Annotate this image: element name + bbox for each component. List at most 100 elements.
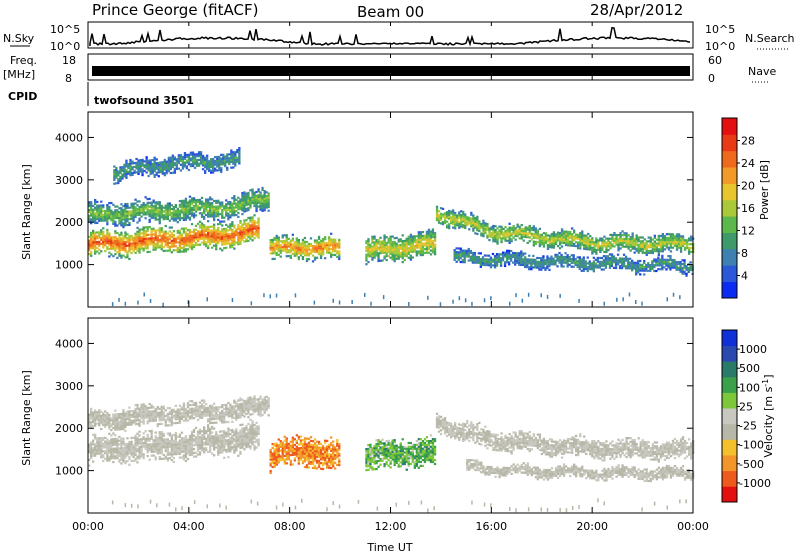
heatmap-cell xyxy=(188,234,192,237)
heatmap-cell xyxy=(606,257,610,260)
heatmap-cell xyxy=(548,259,551,262)
heatmap-cell xyxy=(120,462,123,465)
heatmap-cell xyxy=(188,242,192,245)
heatmap-cell xyxy=(150,241,153,244)
heatmap-cell xyxy=(182,203,186,206)
heatmap-cell xyxy=(221,212,224,215)
heatmap-cell xyxy=(151,166,154,169)
heatmap-cell xyxy=(200,439,204,442)
heatmap-cell xyxy=(124,462,127,465)
heatmap-cell xyxy=(241,225,244,228)
heatmap-cell xyxy=(293,248,296,251)
heatmap-cell xyxy=(203,206,206,209)
heatmap-cell xyxy=(503,263,507,266)
heatmap-cell xyxy=(532,260,535,263)
heatmap-cell xyxy=(175,158,178,161)
heatmap-cell xyxy=(587,242,590,245)
heatmap-cell xyxy=(550,240,554,243)
heatmap-cell xyxy=(441,221,445,224)
heatmap-cell xyxy=(536,237,539,240)
heatmap-cell xyxy=(435,211,439,214)
heatmap-cell xyxy=(371,237,374,240)
heatmap-cell xyxy=(122,441,125,444)
heatmap-cell xyxy=(635,240,638,243)
heatmap-cell xyxy=(669,264,672,267)
heatmap-cell xyxy=(367,249,370,252)
heatmap-cell xyxy=(681,263,684,266)
heatmap-cell xyxy=(439,218,443,221)
heatmap-cell xyxy=(265,204,268,207)
heatmap-cell xyxy=(403,239,406,242)
heatmap-cell xyxy=(205,245,208,248)
heatmap-cell xyxy=(178,215,182,218)
heatmap-cell xyxy=(231,197,234,200)
heatmap-cell xyxy=(237,231,240,234)
heatmap-cell xyxy=(169,162,172,165)
heatmap-cell xyxy=(122,248,125,251)
heatmap-cell xyxy=(190,234,194,237)
heatmap-cell xyxy=(130,216,133,219)
heatmap-cell xyxy=(685,272,688,275)
heatmap-cell xyxy=(133,165,136,168)
heatmap-cell xyxy=(229,208,232,211)
heatmap-cell xyxy=(181,161,185,164)
heatmap-cell xyxy=(581,234,584,237)
heatmap-cell xyxy=(102,459,105,462)
heatmap-cell xyxy=(163,160,166,163)
heatmap-cell xyxy=(593,250,596,253)
heatmap-cell xyxy=(421,250,425,253)
heatmap-cell xyxy=(471,251,474,255)
heatmap-cell xyxy=(150,211,153,214)
heatmap-cell xyxy=(574,258,577,261)
heatmap-cell xyxy=(534,240,537,243)
heatmap-cell xyxy=(237,237,240,240)
heatmap-cell xyxy=(176,235,179,238)
heatmap-cell xyxy=(150,429,153,432)
heatmap-cell xyxy=(115,174,118,177)
heatmap-cell xyxy=(178,237,182,240)
heatmap-cell xyxy=(471,301,473,306)
heatmap-cell xyxy=(192,438,196,441)
heatmap-cell xyxy=(365,255,368,258)
heatmap-cell xyxy=(625,239,628,243)
heatmap-cell xyxy=(562,230,566,233)
heatmap-cell xyxy=(142,232,145,235)
heatmap-cell xyxy=(96,200,99,203)
heatmap-cell xyxy=(677,233,681,236)
heatmap-cell xyxy=(210,169,213,172)
heatmap-cell xyxy=(683,259,686,262)
heatmap-cell xyxy=(369,249,372,252)
heatmap-cell xyxy=(369,245,372,248)
heatmap-cell xyxy=(597,246,600,250)
heatmap-cell xyxy=(311,254,315,257)
heatmap-cell xyxy=(579,234,582,237)
heatmap-cell xyxy=(220,167,223,170)
heatmap-cell xyxy=(661,244,664,247)
heatmap-cell xyxy=(136,221,139,224)
heatmap-cell xyxy=(409,248,412,252)
heatmap-cell xyxy=(285,237,288,241)
heatmap-cell xyxy=(385,236,388,239)
heatmap-cell xyxy=(106,242,109,245)
heatmap-cell xyxy=(461,249,464,252)
heatmap-cell xyxy=(142,241,145,244)
heatmap-cell xyxy=(496,227,499,230)
heatmap-cell xyxy=(192,238,196,241)
heatmap-cell xyxy=(194,206,198,209)
heatmap-cell xyxy=(621,237,624,241)
heatmap-cell xyxy=(209,437,212,440)
heatmap-cell xyxy=(257,190,260,193)
heatmap-cell xyxy=(128,210,131,213)
heatmap-cell xyxy=(498,229,501,232)
colorbar-tick-label: 24 xyxy=(741,157,755,170)
heatmap-cell xyxy=(113,171,116,174)
heatmap-cell xyxy=(609,243,612,246)
heatmap-cell xyxy=(168,434,171,437)
heatmap-cell xyxy=(178,239,182,242)
heatmap-cell xyxy=(617,237,620,240)
heatmap-cell xyxy=(619,243,622,246)
heatmap-cell xyxy=(131,166,134,169)
heatmap-cell xyxy=(112,247,115,250)
heatmap-cell xyxy=(94,445,97,448)
heatmap-cell xyxy=(512,255,515,258)
